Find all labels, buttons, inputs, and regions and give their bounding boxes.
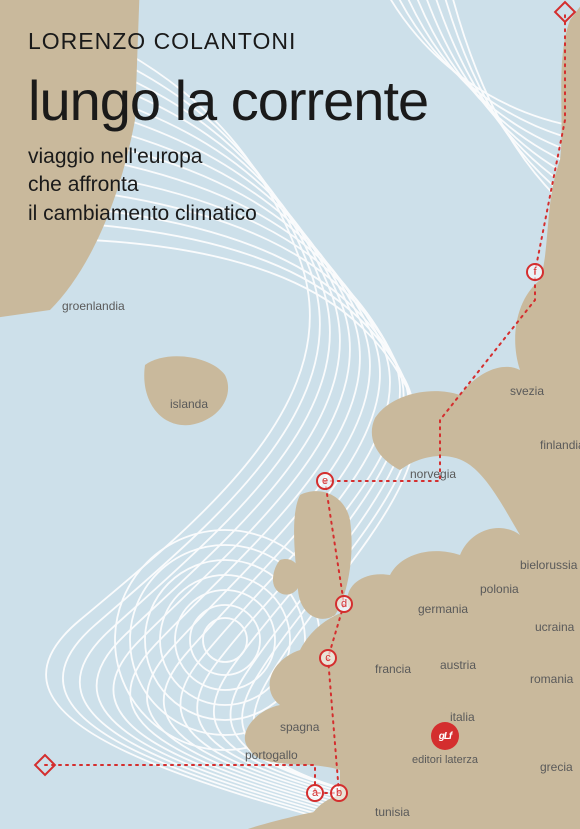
author-name: LORENZO COLANTONI bbox=[28, 28, 552, 55]
book-subtitle: viaggio nell'europa che affronta il camb… bbox=[28, 143, 552, 228]
subtitle-line: che affronta bbox=[28, 171, 552, 199]
subtitle-line: il cambiamento climatico bbox=[28, 200, 552, 228]
title-block: LORENZO COLANTONI lungo la corrente viag… bbox=[0, 0, 580, 829]
book-cover: groenlandiaislandasveziafinlandianorvegi… bbox=[0, 0, 580, 829]
subtitle-line: viaggio nell'europa bbox=[28, 143, 552, 171]
book-title: lungo la corrente bbox=[28, 73, 552, 129]
